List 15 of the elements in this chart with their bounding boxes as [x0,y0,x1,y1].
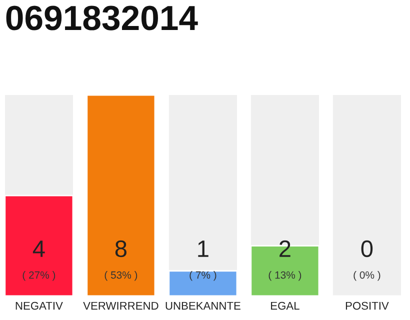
x-tick-label: VERWIRREND [83,302,158,310]
annotation: ( 7% ) [190,271,216,281]
annotation: ( 13% ) [268,271,302,281]
annotation: ( 53% ) [104,271,138,281]
x-tick-label: EGAL [271,302,300,310]
data-label: 0 [361,240,373,258]
chart-title: 0691832014 [6,6,198,30]
data-label: 8 [115,240,126,258]
annotation: ( 27% ) [22,271,56,281]
data-label: 4 [32,240,45,257]
data-label: 1 [198,240,208,257]
x-tick-label: NEGATIV [16,302,63,310]
annotation: ( 0% ) [354,271,380,281]
x-tick-label: UNBEKANNTE [166,302,240,310]
x-tick-label: POSITIV [346,302,389,310]
